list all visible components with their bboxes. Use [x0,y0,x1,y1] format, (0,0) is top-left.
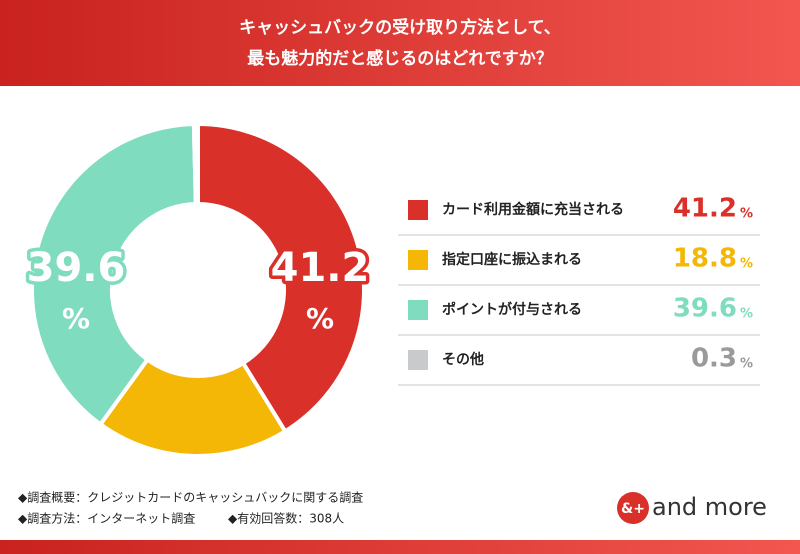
note: ◆有効回答数：308人 [228,511,344,526]
segment-value: 39.6 [27,245,126,291]
legend-value: 18.8 [673,244,737,274]
donut-segment [97,356,288,458]
note: ◆調査概要：クレジットカードのキャッシュバックに関する調査 [18,491,363,505]
legend-swatch [408,250,428,270]
legend-value: 0.3 [691,344,737,374]
header-band [0,0,800,86]
title-line: キャッシュバックの受け取り方法として、 [239,17,561,38]
legend-label: その他 [442,351,484,368]
legend-swatch [408,200,428,220]
title-line: 最も魅力的だと感じるのはどれですか？ [247,48,553,69]
logo-icon-text: &+ [621,501,645,517]
chart: 41.2%カード利用金額に充当される 41.2 %指定口座に振込まれる 18.8 %39… [23,121,760,458]
donut-segment [196,121,366,435]
legend-unit: % [740,207,753,222]
legend-value: 41.2 [673,194,737,224]
segment-unit: % [62,302,90,335]
donut-segment [191,121,200,207]
note: ◆調査方法：インターネット調査 [18,511,195,526]
legend-unit: % [740,357,753,372]
legend-label: 指定口座に振込まれる [442,251,582,268]
legend-label: ポイントが付与される [442,301,582,318]
legend-value: 39.6 [673,294,737,324]
segment-value: 41.2 [271,245,370,291]
legend-unit: % [740,257,753,272]
donut-segment [30,121,198,428]
legend-swatch [408,300,428,320]
legend-swatch [408,350,428,370]
logo-text: and more [652,493,767,521]
legend-unit: % [740,307,753,322]
logo-icon [617,492,649,524]
segment-unit: % [306,302,334,335]
legend-label: カード利用金額に充当される [442,201,624,218]
footer-band [0,540,800,554]
